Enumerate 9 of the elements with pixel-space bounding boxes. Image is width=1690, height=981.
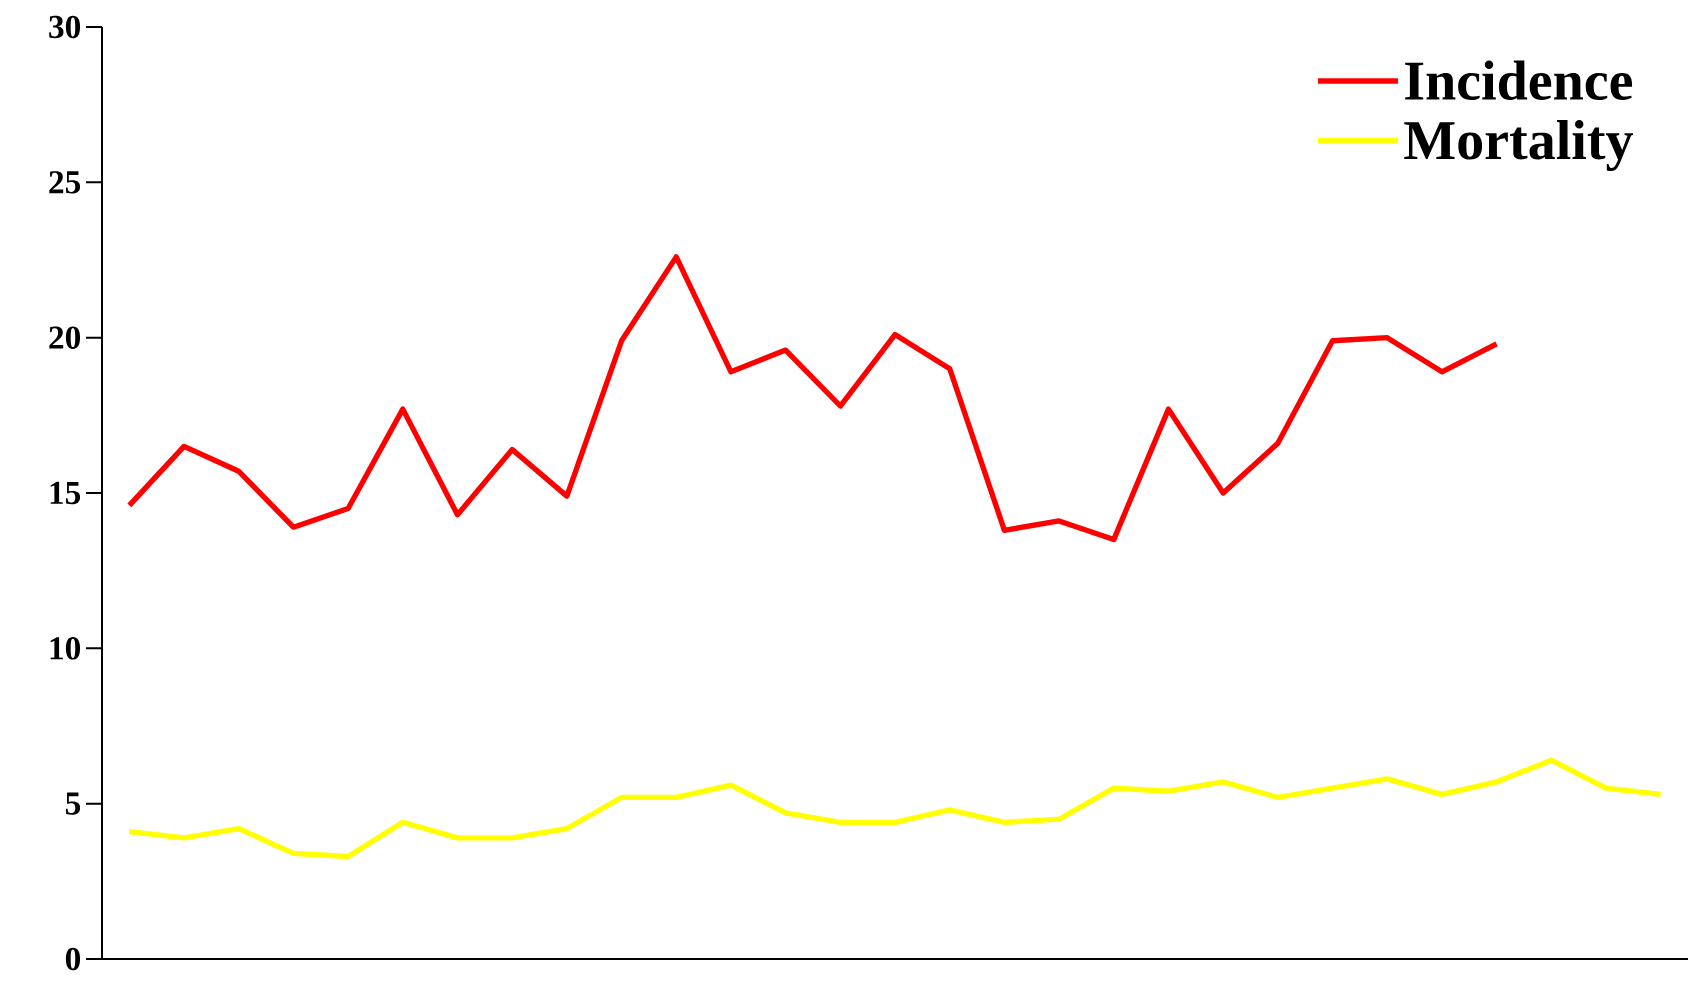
- y-tick-label: 10: [50, 637, 81, 660]
- y-tick-label: 15: [50, 481, 81, 505]
- y-tick-label: 5: [65, 792, 81, 815]
- y-tick-label: 30: [49, 15, 81, 39]
- y-tick-label: 20: [49, 326, 81, 349]
- legend-label: Incidence: [1405, 60, 1633, 100]
- y-tick-label: 0: [65, 947, 81, 971]
- legend-label: Mortality: [1404, 120, 1633, 172]
- y-tick-label: 25: [49, 171, 81, 194]
